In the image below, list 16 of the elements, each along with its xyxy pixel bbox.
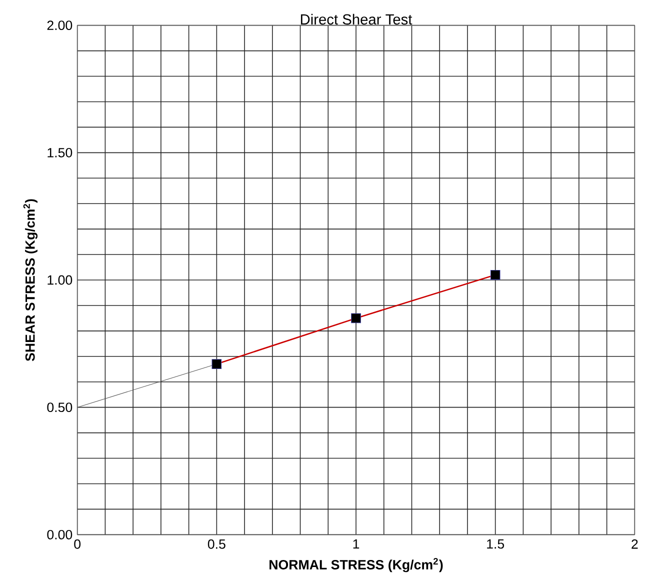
point (490, 270, 500, 280)
x-tick-label: 1.5 (487, 539, 504, 549)
y-tick-label: 0.50 (47, 402, 72, 412)
y-tick-label: 2.00 (47, 20, 72, 30)
point (351, 313, 361, 324)
y-tick-label: 1.00 (48, 275, 72, 285)
x-tick-label: 2 (632, 539, 638, 549)
text: NORMAL STRESS (Kg/cm$^{2}$) (270, 558, 443, 572)
text: SHEAR STRESS (Kg/cm$^{2}$) (23, 199, 38, 362)
x-tick-label: 1 (353, 539, 360, 549)
y-tick-label: 0.00 (47, 530, 72, 540)
x-tick-label: 0.5 (208, 539, 226, 549)
y-tick-label: 1.50 (48, 148, 72, 158)
chart-title: Direct Shear Test (300, 14, 412, 25)
point (212, 359, 222, 369)
x-tick-label: 0 (74, 539, 81, 549)
